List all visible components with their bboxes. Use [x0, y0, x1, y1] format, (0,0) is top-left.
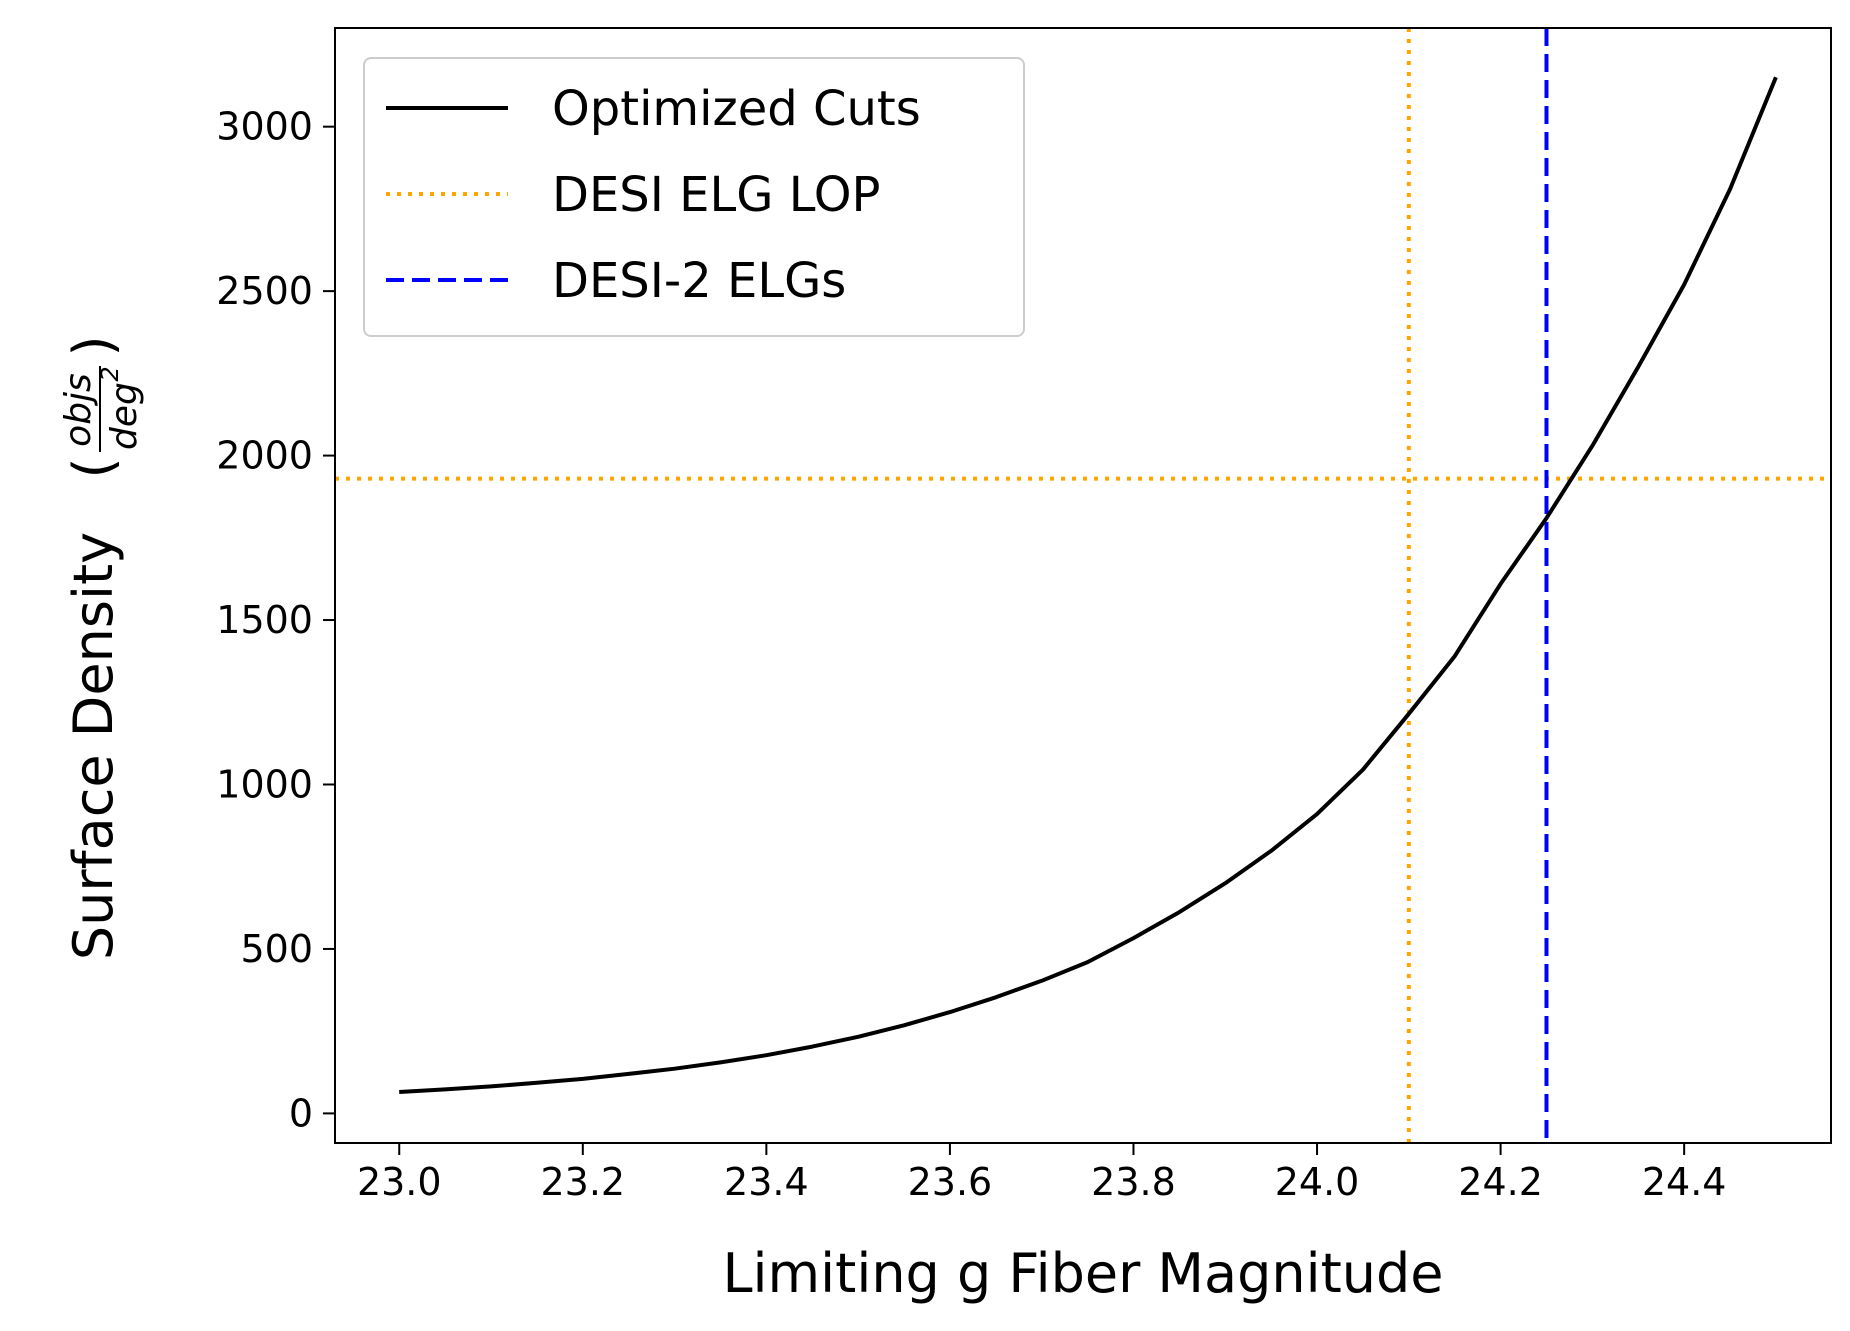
x-tick-label: 23.4: [724, 1160, 809, 1204]
y-axis: 0 500 1000 1500 2000 2500 3000: [216, 105, 335, 1135]
y-tick-label: 0: [289, 1091, 313, 1135]
legend-label: DESI ELG LOP: [552, 167, 880, 223]
y-tick-label: 500: [240, 927, 313, 971]
y-tick-label: 3000: [216, 105, 313, 149]
x-tick-label: 24.4: [1642, 1160, 1727, 1204]
y-axis-label-paren-close: ): [62, 335, 125, 356]
y-axis-label: Surface Density ( objs deg 2 ): [58, 335, 145, 960]
x-tick-label: 23.2: [540, 1160, 625, 1204]
x-tick-label: 23.0: [357, 1160, 442, 1204]
y-axis-label-text: Surface Density: [62, 532, 125, 960]
y-tick-label: 2500: [216, 269, 313, 313]
legend: Optimized Cuts DESI ELG LOP DESI-2 ELGs: [363, 57, 1025, 337]
series-layer: [399, 76, 1778, 1094]
x-tick-label: 24.2: [1458, 1160, 1543, 1204]
y-tick-label: 1500: [216, 598, 313, 642]
y-axis-label-numerator: objs: [58, 373, 99, 447]
axes-frame: [334, 27, 1832, 1144]
x-tick-label: 23.8: [1091, 1160, 1176, 1204]
y-axis-label-exponent: 2: [96, 366, 124, 381]
legend-label: DESI-2 ELGs: [552, 253, 846, 309]
x-axis-label: Limiting g Fiber Magnitude: [722, 1242, 1443, 1305]
series-line: [399, 76, 1778, 1094]
x-axis: 23.0 23.2 23.4 23.6 23.8 24.0 24.2 24.4: [357, 1143, 1727, 1204]
legend-frame: [363, 57, 1025, 337]
x-tick-label: 23.6: [908, 1160, 993, 1204]
y-axis-label-denominator: deg: [104, 382, 145, 450]
legend-label: Optimized Cuts: [552, 81, 921, 137]
y-axis-label-paren-open: (: [62, 457, 125, 478]
x-tick-label: 24.0: [1275, 1160, 1360, 1204]
y-tick-label: 1000: [216, 762, 313, 806]
reference-lines: [335, 28, 1831, 1143]
y-tick-label: 2000: [216, 434, 313, 478]
